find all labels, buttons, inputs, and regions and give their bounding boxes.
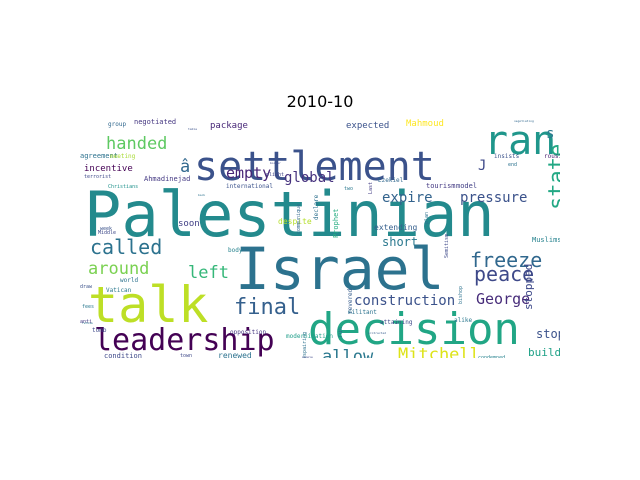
- word-global: global: [284, 170, 335, 186]
- word-george: George: [476, 290, 530, 308]
- word-prophet: Prophet: [332, 208, 340, 238]
- word-christians: Christians: [108, 184, 138, 190]
- word-package: package: [210, 121, 248, 131]
- word-border: border: [270, 161, 281, 165]
- word-middle: Middle: [98, 230, 116, 236]
- word-israel: Israel: [235, 235, 445, 303]
- word-mitchell: Mitchell: [398, 345, 480, 358]
- word-mahmoud: Mahmoud: [406, 119, 444, 129]
- word-revered: revered: [347, 288, 354, 314]
- word-body: body: [228, 247, 243, 254]
- word-two: two: [344, 186, 353, 192]
- word-fees: fees: [82, 304, 94, 310]
- word-left: left: [188, 263, 229, 283]
- word-around: around: [88, 259, 149, 279]
- word-tomb: tomb: [92, 327, 107, 334]
- word-vatican: Vatican: [106, 287, 132, 294]
- word-expected: expected: [346, 121, 389, 131]
- word-building: building: [528, 346, 560, 358]
- word-called: called: [90, 235, 162, 259]
- word-state: state: [545, 144, 560, 210]
- word-palestinian: Palestinian: [84, 178, 495, 251]
- word-terrorist: terrorist: [84, 174, 111, 180]
- word-condition: condition: [104, 352, 142, 358]
- word-militant: militant: [348, 309, 377, 316]
- word-world: world: [120, 277, 138, 284]
- word-allow: allow: [322, 347, 374, 358]
- word-draw: draw: [80, 284, 93, 290]
- word-settlement: settlement: [194, 144, 435, 190]
- word-opposition: opposition: [230, 329, 267, 336]
- word-ran: ran: [484, 118, 556, 164]
- word-stopped: stopped: [522, 264, 535, 310]
- word-communique: communiqué: [295, 204, 302, 234]
- word-model: model: [456, 182, 477, 190]
- word-back: back: [198, 193, 205, 197]
- word-agreement: agreement: [80, 152, 118, 160]
- word-decision: decision: [308, 304, 520, 355]
- word-international: international: [226, 183, 273, 190]
- word-soon: soon: [178, 219, 200, 229]
- word-final: final: [234, 295, 300, 320]
- word-incentive: incentive: [84, 164, 133, 174]
- word-meeting: meeting: [110, 153, 136, 160]
- word-rousing: rousing: [544, 153, 560, 160]
- word-short: short: [382, 235, 418, 249]
- word-renewed: renewed: [218, 351, 252, 358]
- word-stop: stop: [536, 327, 560, 341]
- word-expire: expire: [382, 190, 433, 206]
- word-peace: peace: [474, 262, 534, 286]
- word-alike: alike: [454, 317, 472, 324]
- word-pressure: pressure: [460, 190, 527, 206]
- word-leadership: leadership: [94, 323, 275, 358]
- word-s: s: [546, 126, 554, 142]
- word-negotiated: negotiated: [134, 118, 176, 126]
- word-ahmadinejad: Ahmadinejad: [144, 175, 190, 183]
- word-handed: handed: [106, 134, 167, 154]
- word-attaining: attaining: [380, 319, 413, 326]
- word-j: J: [478, 158, 486, 174]
- word-anti: anti: [80, 319, 92, 325]
- word-ezekiel: Ezekiel: [378, 177, 404, 184]
- word-a: â: [180, 157, 190, 177]
- word-construction: construction: [354, 293, 455, 309]
- word-group: group: [108, 121, 126, 128]
- word-muslims: Muslims: [532, 236, 560, 244]
- word-extending: extending: [374, 223, 418, 232]
- word-end: end: [508, 162, 517, 168]
- word-week: week: [100, 226, 112, 232]
- word-declare: declare: [313, 194, 320, 220]
- word-modernization: modernization: [286, 333, 333, 340]
- word-last: Last: [368, 182, 374, 194]
- word-condemned: condemned: [478, 355, 505, 358]
- word-bishop: bishop: [458, 286, 464, 304]
- word-refuse: refuse: [82, 321, 93, 325]
- word-plan: plan: [424, 212, 430, 224]
- word-run: run: [337, 327, 344, 338]
- word-despairing: despairing: [302, 332, 308, 358]
- word-empty: empty: [226, 164, 271, 182]
- word-plight: plight: [266, 172, 284, 178]
- word-talk: talk: [88, 276, 208, 334]
- word-semitism: Semitism: [444, 234, 450, 258]
- word-tourism: tourism: [426, 182, 456, 190]
- word-protracted: protracted: [368, 331, 386, 335]
- word-table: table: [188, 127, 197, 131]
- word-freeze: freeze: [470, 248, 542, 272]
- word-despite: despite: [278, 217, 312, 226]
- word-insists: insists: [494, 153, 520, 160]
- word-negotiating: negotiating: [514, 119, 534, 123]
- word-people: people: [302, 355, 313, 358]
- word-town: town: [180, 353, 192, 358]
- chart-title: 2010-10: [286, 92, 354, 111]
